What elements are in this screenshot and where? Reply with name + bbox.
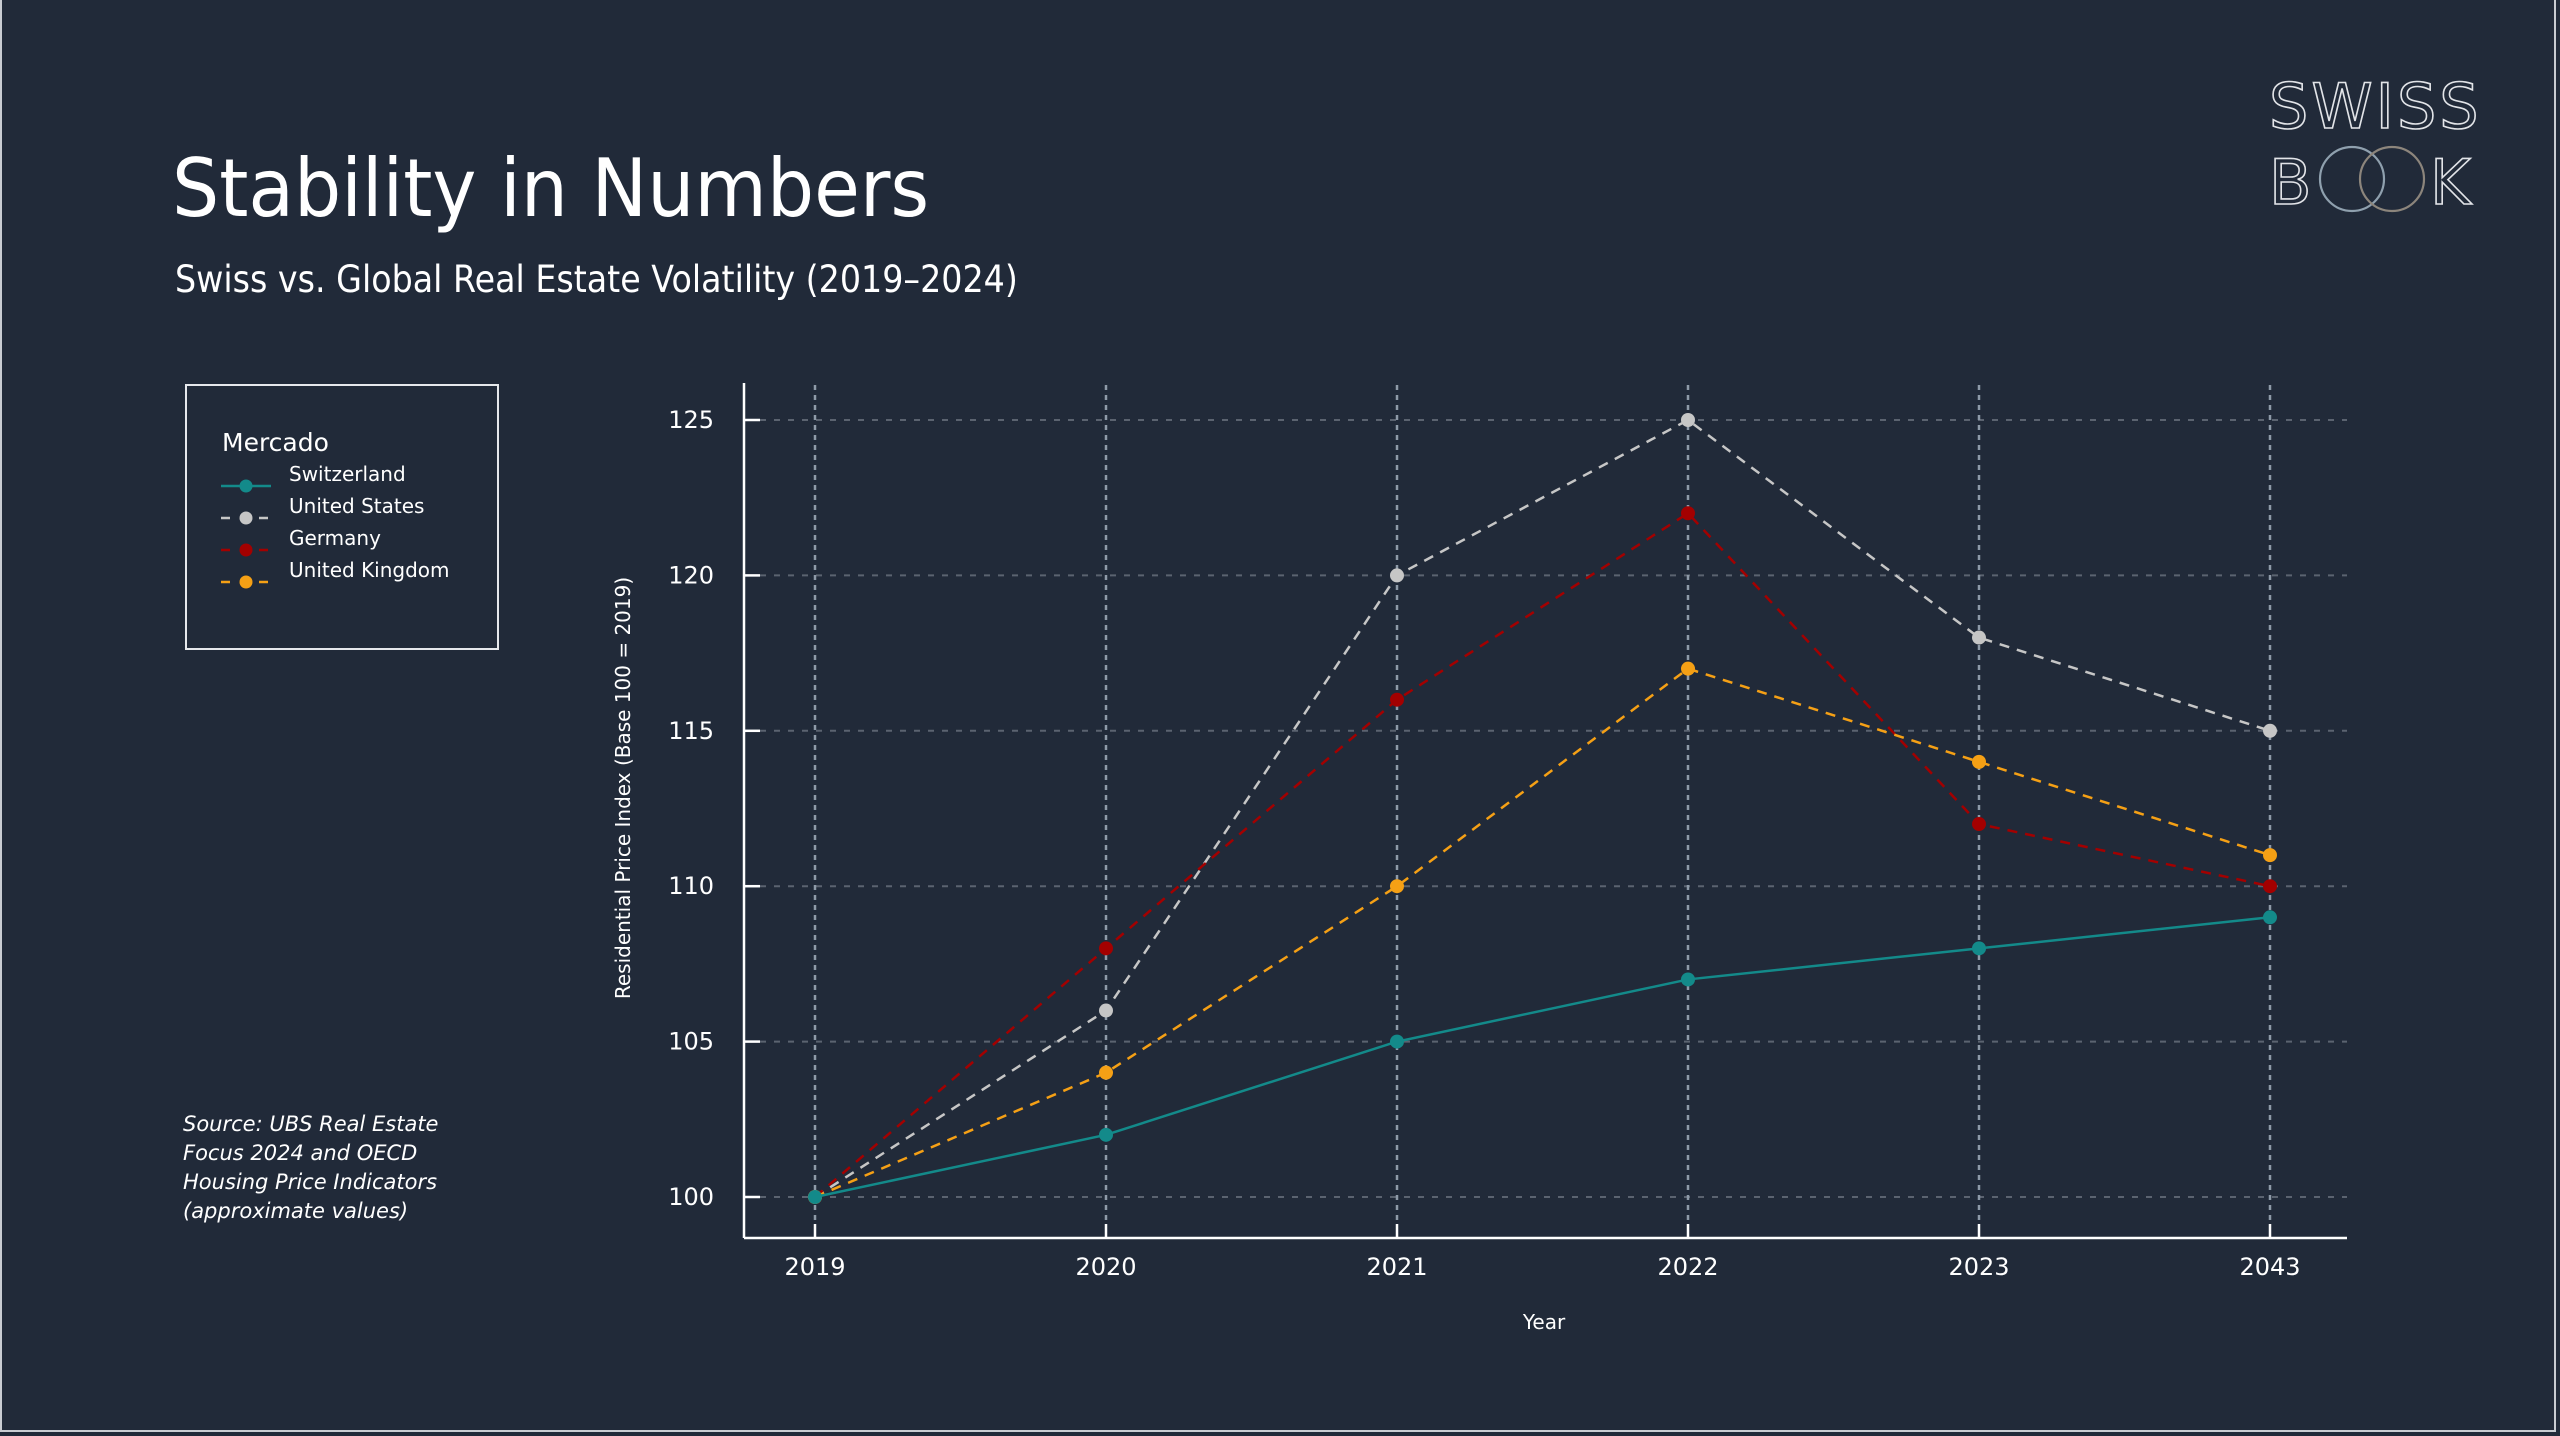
data-point-united-states <box>2263 723 2277 738</box>
x-tick-label: 2020 <box>1075 1253 1136 1281</box>
data-point-switzerland <box>1390 1034 1404 1049</box>
y-axis-title: Residential Price Index (Base 100 = 2019… <box>611 577 635 999</box>
legend-item-united-kingdom: United Kingdom <box>219 558 489 590</box>
chart-axes: 100 105 110 115 120 125 2019 2020 2021 2022 2023 20… <box>668 383 2347 1281</box>
x-axis-title: Year <box>1522 1310 1566 1334</box>
chart-series <box>808 413 2277 1204</box>
legend-marker-united-kingdom-icon <box>221 575 271 589</box>
x-tick-label: 2023 <box>1948 1253 2009 1281</box>
x-tick-label: 2021 <box>1366 1253 1427 1281</box>
data-point-united-kingdom <box>1390 879 1404 894</box>
swiss-book-logo: SWISS B K <box>2268 69 2482 220</box>
x-tick-label: 2043 <box>2239 1253 2300 1281</box>
data-point-switzerland <box>808 1190 822 1204</box>
data-point-united-states <box>1681 413 1695 427</box>
data-point-united-states <box>1099 1003 1113 1018</box>
logo-text-k: K <box>2430 146 2472 216</box>
series-line-germany <box>814 511 2271 1198</box>
y-tick-label: 115 <box>668 717 714 745</box>
data-point-united-kingdom <box>1099 1065 1113 1080</box>
data-point-united-states <box>1390 568 1404 583</box>
y-tick-label: 105 <box>668 1028 714 1056</box>
data-point-germany <box>2263 879 2277 894</box>
logo-ring-right-icon <box>2358 145 2426 213</box>
data-point-united-kingdom <box>1972 754 1986 769</box>
series-line-switzerland <box>814 916 2271 1199</box>
page-title: Stability in Numbers <box>172 142 930 235</box>
data-point-germany <box>1972 817 1986 832</box>
data-point-switzerland <box>2263 910 2277 925</box>
data-point-united-kingdom <box>1681 661 1695 676</box>
y-tick-label: 110 <box>668 872 714 900</box>
logo-text-b: B <box>2269 146 2312 216</box>
y-tick-label: 120 <box>668 561 714 589</box>
series-line-united-states <box>814 418 2271 1199</box>
legend-label: United Kingdom <box>289 558 450 582</box>
legend-item-germany: Germany <box>219 526 489 558</box>
logo-ring-left-icon <box>2318 145 2386 213</box>
data-point-switzerland <box>1099 1127 1113 1142</box>
legend-label: Germany <box>289 526 381 550</box>
legend-item-switzerland: Switzerland <box>219 462 489 494</box>
legend-marker-united-states-icon <box>221 511 271 525</box>
chart-legend: Mercado Switzerland United States German… <box>185 384 499 650</box>
data-point-switzerland <box>1681 972 1695 987</box>
source-note: Source: UBS Real Estate Focus 2024 and O… <box>183 1112 439 1223</box>
y-tick-label: 125 <box>668 406 714 434</box>
x-tick-label: 2022 <box>1657 1253 1718 1281</box>
page-subtitle: Swiss vs. Global Real Estate Volatility … <box>175 258 1018 301</box>
series-line-united-kingdom <box>814 667 2271 1199</box>
logo-text-swiss: SWISS <box>2269 76 2482 143</box>
data-point-germany <box>1681 506 1695 521</box>
legend-marker-germany-icon <box>221 543 271 557</box>
legend-label: Switzerland <box>289 462 406 486</box>
data-point-united-kingdom <box>2263 848 2277 863</box>
data-point-germany <box>1099 941 1113 956</box>
x-tick-label: 2019 <box>784 1253 845 1281</box>
legend-item-united-states: United States <box>219 494 489 526</box>
legend-title: Mercado <box>222 428 329 457</box>
legend-marker-switzerland-icon <box>221 479 271 493</box>
data-point-united-states <box>1972 630 1986 645</box>
logo-graphic: SWISS B K <box>2268 69 2482 220</box>
y-tick-label: 100 <box>668 1183 714 1211</box>
data-point-germany <box>1390 692 1404 707</box>
data-point-switzerland <box>1972 941 1986 956</box>
legend-label: United States <box>289 494 425 518</box>
